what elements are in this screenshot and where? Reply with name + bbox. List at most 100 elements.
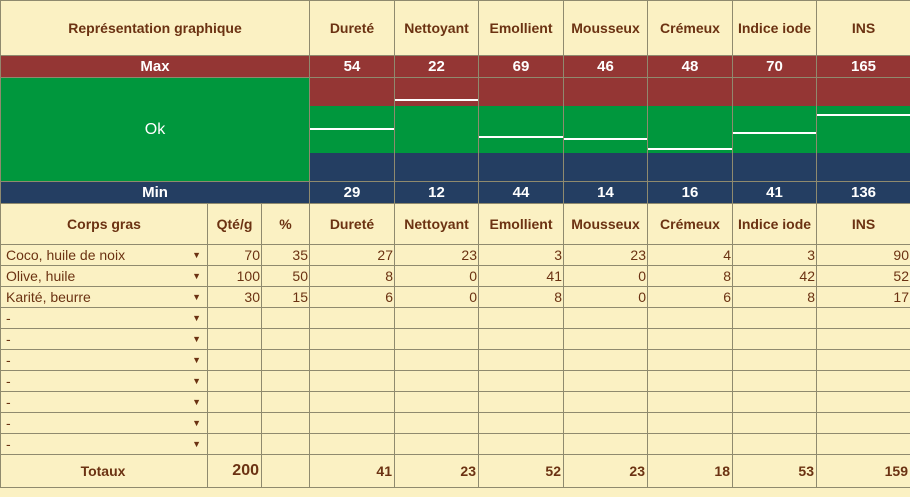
value-cell [478, 370, 564, 392]
header-ins: INS [816, 0, 910, 56]
dropdown-arrow-icon[interactable]: ▼ [192, 439, 201, 449]
gauge-value-marker [817, 113, 910, 116]
value-cell [732, 370, 817, 392]
min-label: Min [0, 181, 310, 204]
pct-cell [261, 391, 310, 413]
value-cell [309, 307, 395, 329]
max-value: 22 [394, 55, 479, 78]
gauge-value-marker [564, 137, 647, 140]
value-cell [309, 391, 395, 413]
min-value: 29 [309, 181, 395, 204]
value-cell [816, 391, 910, 413]
qte-input[interactable]: 100 [207, 265, 262, 287]
gauge-over-max [733, 78, 816, 107]
qte-input[interactable] [207, 349, 262, 371]
gauge-bar [310, 78, 394, 181]
dropdown-arrow-icon[interactable]: ▼ [192, 397, 201, 407]
table-row: Olive, huile ▼ 100 50 8 0 41 0 8 42 52 [0, 265, 910, 287]
gauge-over-max [564, 78, 647, 107]
gauge-under-min [479, 152, 563, 181]
dropdown-arrow-icon[interactable]: ▼ [192, 313, 201, 323]
value-cell [816, 370, 910, 392]
value-cell [563, 349, 648, 371]
value-cell: 6 [309, 286, 395, 308]
qte-input[interactable] [207, 307, 262, 329]
gauge-over-max [310, 78, 394, 107]
totals-value: 159 [816, 454, 910, 488]
max-value: 54 [309, 55, 395, 78]
value-cell [309, 433, 395, 455]
qte-input[interactable]: 70 [207, 244, 262, 266]
value-cell [394, 349, 479, 371]
graph-title: Représentation graphique [0, 0, 310, 56]
gauge-bar [733, 78, 816, 181]
pct-cell [261, 349, 310, 371]
gauge-ok-zone [479, 106, 563, 153]
gauge-under-min [648, 152, 732, 181]
gauge-ok-zone [733, 106, 816, 153]
header-mousseux: Mousseux [563, 203, 648, 245]
value-cell [647, 307, 733, 329]
value-cell [732, 433, 817, 455]
value-cell [816, 349, 910, 371]
qte-input[interactable] [207, 391, 262, 413]
table-row: - ▼ [0, 391, 910, 413]
fat-select[interactable]: - ▼ [0, 349, 208, 371]
value-cell [563, 412, 648, 434]
fat-select[interactable]: - ▼ [0, 370, 208, 392]
gauge-ok-zone [564, 106, 647, 153]
fat-select[interactable]: - ▼ [0, 412, 208, 434]
value-cell [647, 370, 733, 392]
header-durete: Dureté [309, 0, 395, 56]
qte-input[interactable] [207, 370, 262, 392]
value-cell [816, 328, 910, 350]
bar-cell [563, 77, 648, 182]
fat-select[interactable]: - ▼ [0, 307, 208, 329]
qte-input[interactable] [207, 412, 262, 434]
value-cell [732, 328, 817, 350]
max-value: 70 [732, 55, 817, 78]
fat-select[interactable]: - ▼ [0, 328, 208, 350]
dropdown-arrow-icon[interactable]: ▼ [192, 418, 201, 428]
ok-indicator: Ok [0, 77, 310, 182]
fat-select[interactable]: Karité, beurre ▼ [0, 286, 208, 308]
gauge-under-min [310, 152, 394, 181]
column-header-row: Corps gras Qté/g % Dureté Nettoyant Emol… [0, 203, 910, 245]
dropdown-arrow-icon[interactable]: ▼ [192, 376, 201, 386]
gauge-under-min [817, 152, 910, 181]
value-cell [816, 412, 910, 434]
value-cell [647, 391, 733, 413]
fat-name: - [6, 415, 11, 431]
pct-cell [261, 307, 310, 329]
value-cell: 41 [478, 265, 564, 287]
fat-name: Karité, beurre [6, 289, 91, 305]
value-cell: 42 [732, 265, 817, 287]
max-value: 46 [563, 55, 648, 78]
fat-select[interactable]: Olive, huile ▼ [0, 265, 208, 287]
qte-input[interactable]: 30 [207, 286, 262, 308]
value-cell [647, 349, 733, 371]
totals-value: 41 [309, 454, 395, 488]
fat-select[interactable]: - ▼ [0, 391, 208, 413]
gauge-over-max [648, 78, 732, 107]
fat-select[interactable]: - ▼ [0, 433, 208, 455]
value-cell [309, 412, 395, 434]
dropdown-arrow-icon[interactable]: ▼ [192, 250, 201, 260]
fat-select[interactable]: Coco, huile de noix ▼ [0, 244, 208, 266]
totals-value: 23 [394, 454, 479, 488]
value-cell [647, 328, 733, 350]
dropdown-arrow-icon[interactable]: ▼ [192, 292, 201, 302]
min-value: 136 [816, 181, 910, 204]
qte-input[interactable] [207, 433, 262, 455]
gauge-under-min [733, 152, 816, 181]
fat-name: - [6, 352, 11, 368]
value-cell: 6 [647, 286, 733, 308]
pct-cell [261, 370, 310, 392]
min-value: 14 [563, 181, 648, 204]
dropdown-arrow-icon[interactable]: ▼ [192, 271, 201, 281]
dropdown-arrow-icon[interactable]: ▼ [192, 334, 201, 344]
dropdown-arrow-icon[interactable]: ▼ [192, 355, 201, 365]
qte-input[interactable] [207, 328, 262, 350]
graph-row: Ok [0, 77, 910, 182]
